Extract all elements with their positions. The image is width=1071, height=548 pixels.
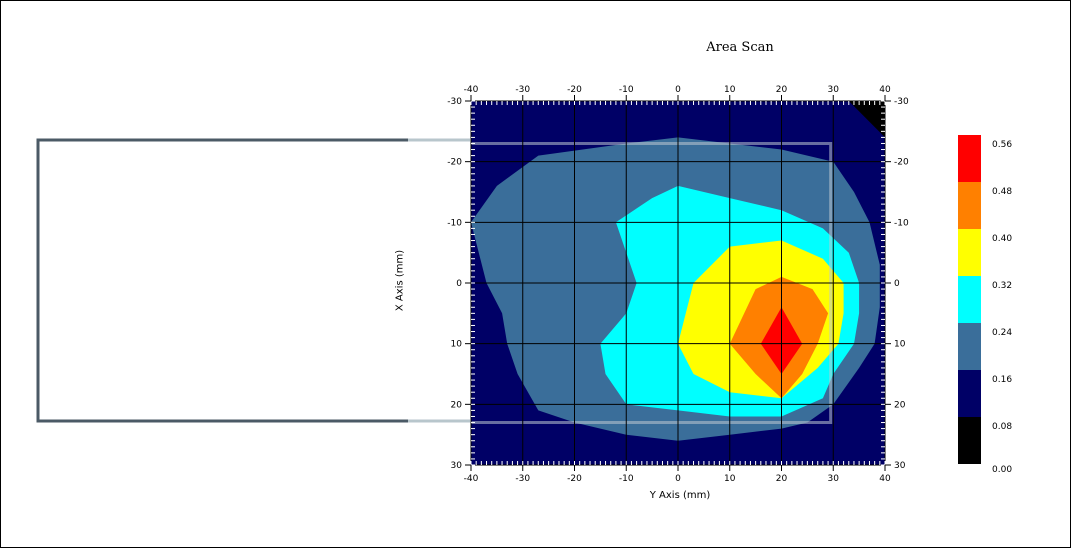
- x-tick-label-top: 10: [724, 85, 736, 95]
- legend-label: 0.00: [992, 465, 1012, 475]
- legend-label: 0.08: [992, 422, 1012, 432]
- x-tick-label-top: 30: [828, 85, 840, 95]
- x-tick-label-top: -10: [619, 85, 634, 95]
- legend-swatch: [958, 417, 981, 464]
- legend-swatch: [958, 323, 981, 370]
- y-tick-label-right: -30: [894, 97, 909, 107]
- legend-swatch: [958, 135, 981, 182]
- legend-label: 0.48: [992, 187, 1012, 197]
- x-tick-label-bottom: 20: [776, 474, 788, 484]
- legend-swatch: [958, 229, 981, 276]
- legend-label: 0.40: [992, 234, 1012, 244]
- y-tick-label-right: -20: [894, 158, 909, 168]
- legend-swatch: [958, 276, 981, 323]
- legend-label: 0.56: [992, 140, 1012, 150]
- x-tick-label-bottom: -20: [567, 474, 582, 484]
- y-tick-label-left: 0: [456, 279, 462, 289]
- x-tick-label-bottom: -40: [464, 474, 479, 484]
- y-tick-label-left: -20: [447, 158, 462, 168]
- contour-0-08: [848, 101, 885, 138]
- y-tick-label-right: 30: [894, 461, 906, 471]
- x-tick-label-top: -40: [464, 85, 479, 95]
- legend-swatch: [958, 370, 981, 417]
- x-tick-label-bottom: 0: [675, 474, 681, 484]
- x-tick-label-bottom: 10: [724, 474, 736, 484]
- tick-layer: -40-40-30-30-20-20-10-100010102020303040…: [447, 85, 909, 484]
- y-tick-label-left: 30: [451, 461, 463, 471]
- probe-outline: [36, 138, 470, 423]
- x-tick-label-top: 20: [776, 85, 788, 95]
- legend-label: 0.24: [992, 328, 1012, 338]
- y-tick-label-left: 20: [451, 400, 463, 410]
- x-axis-label: Y Axis (mm): [649, 490, 711, 501]
- x-tick-label-top: 40: [879, 85, 891, 95]
- x-tick-label-top: -30: [515, 85, 530, 95]
- color-legend: 0.56 0.48 0.40 0.32 0.24 0.16 0.08 0.00: [958, 135, 1012, 475]
- y-tick-label-left: -30: [447, 97, 462, 107]
- y-tick-label-right: 20: [894, 400, 906, 410]
- x-tick-label-bottom: -30: [515, 474, 530, 484]
- legend-swatch: [958, 182, 981, 229]
- y-tick-label-left: -10: [447, 218, 462, 228]
- x-tick-label-top: -20: [567, 85, 582, 95]
- y-tick-label-right: -10: [894, 218, 909, 228]
- x-tick-label-top: 0: [675, 85, 681, 95]
- y-tick-label-left: 10: [451, 340, 463, 350]
- chart-title: Area Scan: [706, 40, 774, 55]
- legend-label: 0.32: [992, 281, 1012, 291]
- x-tick-label-bottom: 30: [828, 474, 840, 484]
- y-tick-label-right: 10: [894, 340, 906, 350]
- legend-label: 0.16: [992, 375, 1012, 385]
- x-tick-label-bottom: 40: [879, 474, 891, 484]
- x-tick-label-bottom: -10: [619, 474, 634, 484]
- y-tick-label-right: 0: [894, 279, 900, 289]
